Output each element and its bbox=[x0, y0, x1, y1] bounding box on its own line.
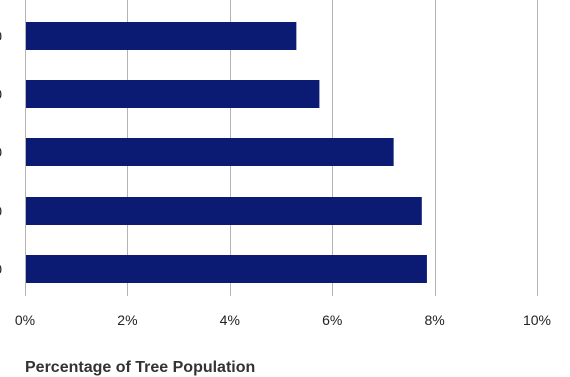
category-label: 0 bbox=[0, 144, 2, 160]
bar bbox=[26, 80, 320, 108]
x-tick-label: 6% bbox=[322, 312, 342, 328]
bars bbox=[26, 22, 427, 283]
x-tick-label: 10% bbox=[523, 312, 551, 328]
x-tick-label: 4% bbox=[220, 312, 240, 328]
x-tick-label: 8% bbox=[424, 312, 444, 328]
bar bbox=[26, 22, 297, 50]
category-label: 0 bbox=[0, 28, 2, 44]
category-label: 0 bbox=[0, 261, 2, 277]
x-axis-title: Percentage of Tree Population bbox=[25, 359, 255, 376]
x-tick-label: 2% bbox=[117, 312, 137, 328]
bar bbox=[26, 197, 422, 225]
x-tick-label: 0% bbox=[15, 312, 35, 328]
bar bbox=[26, 255, 427, 283]
category-label: 0 bbox=[0, 86, 2, 102]
x-tick-labels: 0% 2% 4% 6% 8% 10% bbox=[15, 312, 551, 328]
bar bbox=[26, 138, 394, 166]
category-labels: 0 0 0 0 0 bbox=[0, 28, 2, 277]
category-label: 0 bbox=[0, 203, 2, 219]
